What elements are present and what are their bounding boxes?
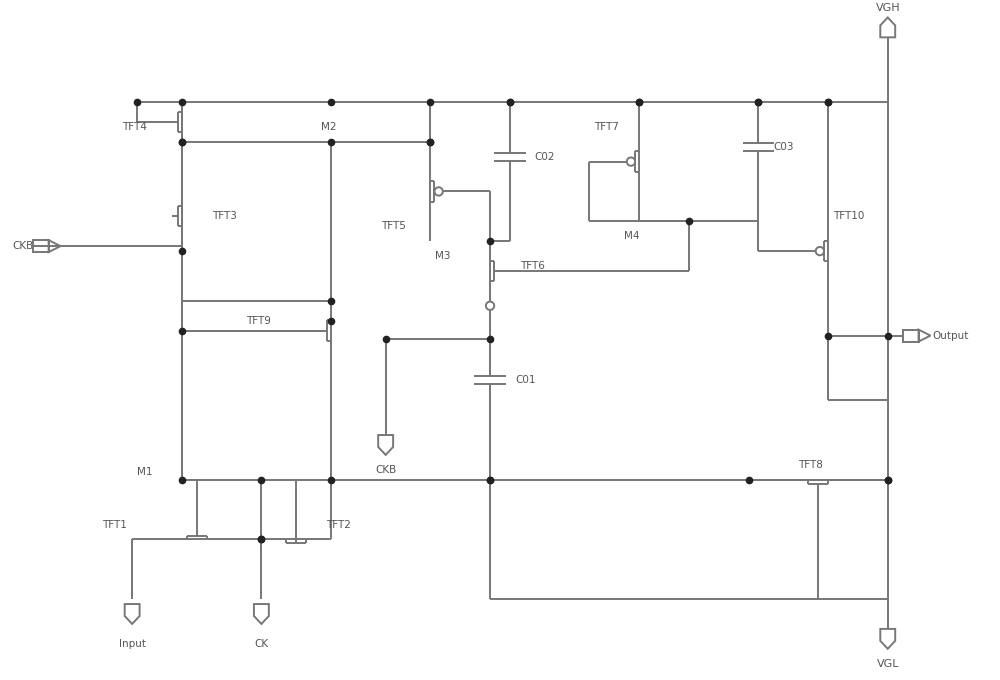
Text: TFT5: TFT5 bbox=[381, 221, 406, 231]
Text: M3: M3 bbox=[435, 251, 451, 261]
Text: C01: C01 bbox=[515, 375, 535, 386]
Circle shape bbox=[486, 302, 494, 310]
Text: Output: Output bbox=[932, 330, 969, 341]
Text: C03: C03 bbox=[773, 141, 794, 152]
Text: CKB: CKB bbox=[13, 241, 34, 251]
Circle shape bbox=[816, 247, 824, 255]
Text: TFT9: TFT9 bbox=[246, 316, 271, 326]
Circle shape bbox=[627, 158, 635, 166]
Text: TFT8: TFT8 bbox=[798, 460, 823, 470]
Circle shape bbox=[434, 187, 443, 196]
Text: CKB: CKB bbox=[375, 465, 396, 475]
Text: TFT3: TFT3 bbox=[212, 211, 237, 221]
Text: TFT2: TFT2 bbox=[326, 520, 351, 530]
Text: TFT6: TFT6 bbox=[520, 261, 545, 271]
Text: M1: M1 bbox=[137, 466, 153, 477]
Text: TFT10: TFT10 bbox=[833, 211, 864, 221]
Text: VGL: VGL bbox=[876, 659, 899, 668]
Text: CK: CK bbox=[254, 639, 268, 649]
Text: C02: C02 bbox=[535, 152, 555, 162]
Text: TFT1: TFT1 bbox=[102, 520, 127, 530]
Text: Input: Input bbox=[119, 639, 146, 649]
Text: VGH: VGH bbox=[875, 3, 900, 12]
Text: M2: M2 bbox=[321, 122, 337, 132]
Text: TFT7: TFT7 bbox=[594, 122, 619, 132]
Text: M4: M4 bbox=[624, 231, 640, 241]
Text: TFT4: TFT4 bbox=[122, 122, 147, 132]
